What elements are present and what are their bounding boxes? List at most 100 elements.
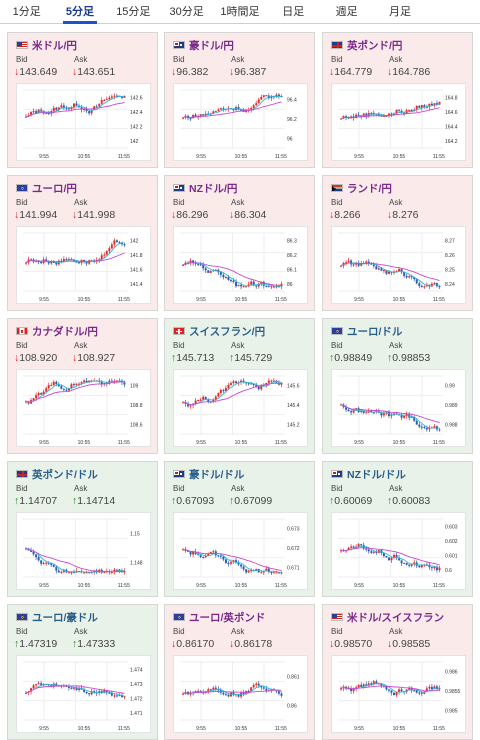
pair-title[interactable]: ユーロ/ドル <box>331 324 402 338</box>
candle <box>393 692 396 696</box>
price-chart[interactable]: 0.673 0.672 0.671 9:55 10:55 11:55 <box>173 512 308 590</box>
y-tick-label: 0.861 <box>287 675 300 681</box>
pair-title[interactable]: NZドル/ドル <box>331 467 406 481</box>
currency-card[interactable]: ユーロ/ドル Bid Ask ↑0.98849 ↑0.98853 0.99 0.989 0.9… <box>322 318 473 454</box>
candle <box>418 565 421 568</box>
currency-card[interactable]: NZドル/円 Bid Ask ↓86.296 ↓86.304 86.3 86.2 86.1 86… <box>164 175 315 311</box>
price-chart[interactable]: 86.3 86.2 86.1 86 9:55 10:55 11:55 <box>173 226 308 304</box>
currency-card[interactable]: 米ドル/スイスフラン Bid Ask ↓0.98570 ↓0.98585 0.986 0.9… <box>322 604 473 740</box>
price-chart[interactable]: 96.4 96.2 96 9:55 10:55 11:55 <box>173 83 308 161</box>
tab-5[interactable]: 日足 <box>282 6 305 18</box>
bid-ask-labels: Bid Ask <box>16 484 132 493</box>
ask-label: Ask <box>74 55 88 64</box>
candle <box>103 688 106 694</box>
price-chart[interactable]: 142 141.8 141.6 141.4 9:55 10:55 11:55 <box>16 226 151 304</box>
quote-values: ↑1.14707 ↑1.14714 <box>14 495 115 507</box>
pair-title[interactable]: 米ドル/スイスフラン <box>331 610 444 624</box>
candle <box>433 281 436 285</box>
pair-title[interactable]: 英ポンド/円 <box>331 38 402 52</box>
y-tick-label: 164.6 <box>445 110 458 116</box>
ask-quote: ↑1.14714 <box>72 495 115 507</box>
ma-long-line <box>182 382 282 405</box>
pair-title[interactable]: ランド/円 <box>331 181 392 195</box>
x-tick-label: 11:55 <box>433 154 445 160</box>
ask-quote: ↓8.276 <box>387 209 419 221</box>
pair-title[interactable]: カナダドル/円 <box>16 324 98 338</box>
ask-price: 0.86178 <box>234 638 273 650</box>
currency-card[interactable]: 豪ドル/円 Bid Ask ↓96.382 ↓96.387 96.4 96.2 96 9:55 1… <box>164 32 315 168</box>
ma-long-line <box>340 262 440 282</box>
y-tick-label: 164.8 <box>445 95 458 101</box>
pair-title[interactable]: NZドル/円 <box>173 181 237 195</box>
candle <box>182 117 184 120</box>
price-chart[interactable]: 8.27 8.26 8.25 8.24 9:55 10:55 11:55 <box>331 226 466 304</box>
currency-card[interactable]: 英ポンド/ドル Bid Ask ↑1.14707 ↑1.14714 1.15 1.148 9:… <box>7 461 158 597</box>
candle <box>255 382 258 389</box>
candle <box>237 560 240 567</box>
candle <box>423 104 426 109</box>
price-chart[interactable]: 0.861 0.86 9:55 10:55 11:55 <box>173 655 308 733</box>
currency-card[interactable]: 米ドル/円 Bid Ask ↓143.649 ↓143.651 142.6 142.4 142… <box>7 32 158 168</box>
currency-card[interactable]: ユーロ/英ポンド Bid Ask ↓0.86170 ↓0.86178 0.861 0.86 9… <box>164 604 315 740</box>
x-tick-label: 10:55 <box>78 583 91 589</box>
tab-1[interactable]: 5分足 <box>53 0 106 24</box>
price-chart[interactable]: 109 108.8 108.6 9:55 10:55 11:55 <box>16 369 151 447</box>
currency-card[interactable]: 英ポンド/円 Bid Ask ↓164.779 ↓164.786 164.8 164.6 16… <box>322 32 473 168</box>
ma-short-line <box>340 545 440 569</box>
pair-title[interactable]: ユーロ/豪ドル <box>16 610 98 624</box>
candle <box>197 399 200 402</box>
ma-short-line <box>340 404 440 429</box>
candle <box>229 381 232 386</box>
quote-values: ↓141.994 ↓141.998 <box>14 209 115 221</box>
candle <box>403 271 406 278</box>
tab-3[interactable]: 30分足 <box>169 6 204 18</box>
y-tick-label: 1.472 <box>130 696 143 702</box>
candle <box>67 684 70 691</box>
currency-card[interactable]: NZドル/ドル Bid Ask ↑0.60069 ↑0.60083 0.603 0.602 0… <box>322 461 473 597</box>
currency-card[interactable]: スイスフラン/円 Bid Ask ↑145.713 ↑145.729 145.6 145.4… <box>164 318 315 454</box>
arrow-up-icon: ↑ <box>229 352 235 364</box>
candle <box>242 285 245 288</box>
candle <box>78 261 81 265</box>
price-chart[interactable]: 145.6 145.4 145.2 9:55 10:55 11:55 <box>173 369 308 447</box>
price-chart[interactable]: 164.8 164.6 164.4 164.2 9:55 10:55 11:55 <box>331 83 466 161</box>
x-tick-label: 10:55 <box>393 297 406 303</box>
candle <box>52 682 55 689</box>
currency-card[interactable]: ユーロ/豪ドル Bid Ask ↑1.47319 ↑1.47333 1.474 1.473 1… <box>7 604 158 740</box>
currency-card[interactable]: 豪ドル/ドル Bid Ask ↑0.67093 ↑0.67099 0.673 0.672 0.… <box>164 461 315 597</box>
price-chart[interactable]: 142.6 142.4 142.2 142 9:55 10:55 11:55 <box>16 83 151 161</box>
price-chart[interactable]: 0.99 0.989 0.988 9:55 10:55 11:55 <box>331 369 466 447</box>
price-chart[interactable]: 0.603 0.602 0.601 0.6 9:55 10:55 11:55 <box>331 512 466 590</box>
currency-card[interactable]: カナダドル/円 Bid Ask ↓108.920 ↓108.927 109 108.8 108… <box>7 318 158 454</box>
pair-title[interactable]: 英ポンド/ドル <box>16 467 98 481</box>
price-chart[interactable]: 1.474 1.473 1.472 1.471 9:55 10:55 11:55 <box>16 655 151 733</box>
candle <box>40 392 43 395</box>
candle <box>100 252 103 260</box>
y-tick-label: 0.672 <box>287 546 300 552</box>
arrow-down-icon: ↓ <box>229 209 235 221</box>
candle <box>204 396 207 400</box>
tab-6[interactable]: 週足 <box>335 6 358 18</box>
pair-name: NZドル/円 <box>189 182 238 195</box>
tab-4[interactable]: 1時間足 <box>220 6 260 18</box>
candle <box>62 568 65 574</box>
price-chart[interactable]: 1.15 1.148 9:55 10:55 11:55 <box>16 512 151 590</box>
pair-title[interactable]: 米ドル/円 <box>16 38 77 52</box>
currency-card[interactable]: ランド/円 Bid Ask ↓8.266 ↓8.276 8.27 8.26 8.25 8.24 9… <box>322 175 473 311</box>
pair-title[interactable]: スイスフラン/円 <box>173 324 265 338</box>
pair-title[interactable]: ユーロ/英ポンド <box>173 610 265 624</box>
x-tick-label: 9:55 <box>354 297 364 303</box>
candle <box>78 382 81 387</box>
pair-title[interactable]: 豪ドル/円 <box>173 38 234 52</box>
price-chart[interactable]: 0.986 0.9855 0.985 9:55 10:55 11:55 <box>331 655 466 733</box>
candle <box>430 281 433 288</box>
x-tick-label: 11:55 <box>118 726 130 732</box>
candle <box>227 382 230 390</box>
pair-title[interactable]: 豪ドル/ドル <box>173 467 244 481</box>
y-tick-label: 96.2 <box>287 117 297 123</box>
tab-7[interactable]: 月足 <box>388 6 411 18</box>
pair-title[interactable]: ユーロ/円 <box>16 181 77 195</box>
tab-2[interactable]: 15分足 <box>116 6 151 18</box>
tab-0[interactable]: 1分足 <box>12 6 41 18</box>
currency-card[interactable]: ユーロ/円 Bid Ask ↓141.994 ↓141.998 142 141.8 141.6… <box>7 175 158 311</box>
